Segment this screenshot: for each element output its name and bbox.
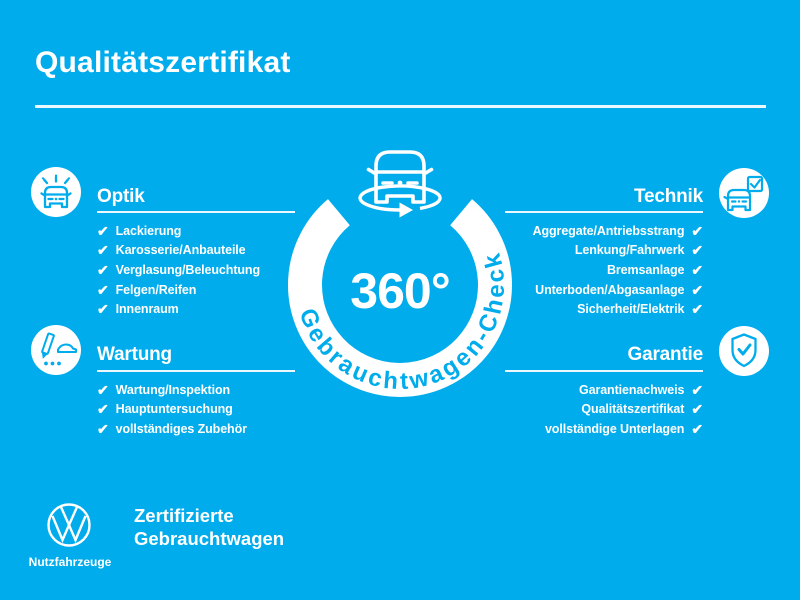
checklist-item: ✔ Hauptuntersuchung	[97, 400, 295, 420]
checklist-item: Qualitätszertifikat ✔	[505, 400, 703, 420]
checklist-label: Karosserie/Anbauteile	[115, 243, 246, 258]
footer-tagline: Zertifizierte Gebrauchtwagen	[134, 505, 284, 550]
check-icon: ✔	[97, 301, 109, 318]
title-divider	[35, 105, 766, 108]
shield-check-icon	[719, 326, 769, 376]
checklist-item: Sicherheit/Elektrik ✔	[505, 299, 703, 319]
section-title-garantie: Garantie	[627, 344, 704, 365]
checklist-label: Unterboden/Abgasanlage	[535, 282, 685, 297]
checklist-label: Verglasung/Beleuchtung	[115, 262, 260, 277]
check-icon: ✔	[97, 381, 109, 398]
tagline-line: Zertifizierte	[134, 505, 234, 526]
car-checklist-icon	[719, 168, 769, 218]
checklist-label: Sicherheit/Elektrik	[577, 302, 685, 317]
check-icon: ✔	[691, 261, 703, 278]
checklist-item: ✔ Lackierung	[97, 221, 295, 241]
car-checklist-glyph	[723, 175, 764, 212]
car-shine-icon	[31, 167, 81, 217]
checklist-label: Lenkung/Fahrwerk	[574, 243, 685, 258]
tagline-line: Gebrauchtwagen	[134, 527, 285, 549]
section-divider	[505, 211, 703, 213]
shield-check-glyph	[731, 333, 757, 368]
check-icon: ✔	[97, 222, 109, 239]
check-icon: ✔	[691, 301, 703, 318]
car-shine-glyph	[40, 174, 72, 209]
checklist-item: Bremsanlage ✔	[505, 260, 703, 280]
check-icon: ✔	[97, 401, 109, 418]
check-icon: ✔	[97, 420, 109, 437]
checklist-item: ✔ Wartung/Inspektion	[97, 380, 295, 400]
checklist-label: Bremsanlage	[606, 262, 685, 277]
section-divider	[97, 370, 295, 372]
pen-car-icon	[31, 325, 81, 375]
rotation-arrow-head	[399, 202, 413, 218]
degree-label: 360°	[350, 263, 449, 319]
checklist-item: ✔ Innenraum	[97, 299, 295, 319]
check-icon: ✔	[691, 401, 703, 418]
check-icon: ✔	[691, 242, 703, 259]
check-icon: ✔	[691, 381, 703, 398]
checklist-item: Aggregate/Antriebsstrang ✔	[505, 221, 704, 241]
check-icon: ✔	[691, 281, 703, 298]
checklist-item: Lenkung/Fahrwerk ✔	[505, 241, 703, 261]
brand-label: Nutzfahrzeuge	[28, 555, 112, 569]
check-icon: ✔	[691, 420, 703, 437]
garantie-checklist: Garantienachweis ✔ Qualitätszertifikat ✔ v…	[505, 380, 703, 439]
optik-checklist: ✔ Lackierung ✔ Karosserie/Anbauteile ✔ Verg…	[97, 221, 295, 319]
checklist-item: ✔ Karosserie/Anbauteile	[97, 241, 295, 261]
check-icon: ✔	[97, 242, 109, 259]
checklist-label: Lackierung	[115, 223, 182, 238]
checklist-label: Aggregate/Antriebsstrang	[532, 223, 685, 238]
rotation-arrow	[358, 184, 442, 212]
checklist-label: Garantienachweis	[578, 382, 685, 397]
checklist-label: vollständiges Zubehör	[115, 421, 247, 436]
check-icon: ✔	[691, 222, 703, 239]
checklist-label: Qualitätszertifikat	[581, 402, 685, 417]
checklist-label: Hauptuntersuchung	[115, 402, 233, 417]
checklist-item: ✔ vollständiges Zubehör	[97, 419, 295, 439]
checklist-label: Innenraum	[115, 302, 179, 317]
wartung-checklist: ✔ Wartung/Inspektion ✔ Hauptuntersuchung ✔…	[97, 380, 295, 439]
checklist-item: ✔ Felgen/Reifen	[97, 280, 295, 300]
ring-arc	[288, 199, 512, 397]
checklist-item: Garantienachweis ✔	[505, 380, 703, 400]
car-360-icon	[366, 150, 434, 204]
checklist-item: vollständige Unterlagen ✔	[505, 419, 703, 439]
pen-car-glyph	[41, 332, 77, 366]
checklist-label: vollständige Unterlagen	[544, 421, 685, 436]
page-title: Qualitätszertifikat	[35, 46, 291, 79]
checklist-item: Unterboden/Abgasanlage ✔	[505, 280, 703, 300]
checklist-label: Wartung/Inspektion	[115, 382, 231, 397]
check-icon: ✔	[97, 261, 109, 278]
section-title-wartung: Wartung	[97, 344, 172, 365]
check-icon: ✔	[97, 281, 109, 298]
section-divider	[505, 370, 703, 372]
check-360-graphic: Gebrauchtwagen-Check 360°	[288, 150, 512, 397]
section-title-technik: Technik	[634, 186, 703, 207]
technik-checklist: Aggregate/Antriebsstrang ✔ Lenkung/Fahrwe…	[505, 221, 704, 319]
vw-logo	[47, 503, 91, 547]
checklist-item: ✔ Verglasung/Beleuchtung	[97, 260, 295, 280]
section-title-optik: Optik	[97, 186, 145, 207]
section-divider	[97, 211, 295, 213]
checklist-label: Felgen/Reifen	[115, 282, 197, 297]
